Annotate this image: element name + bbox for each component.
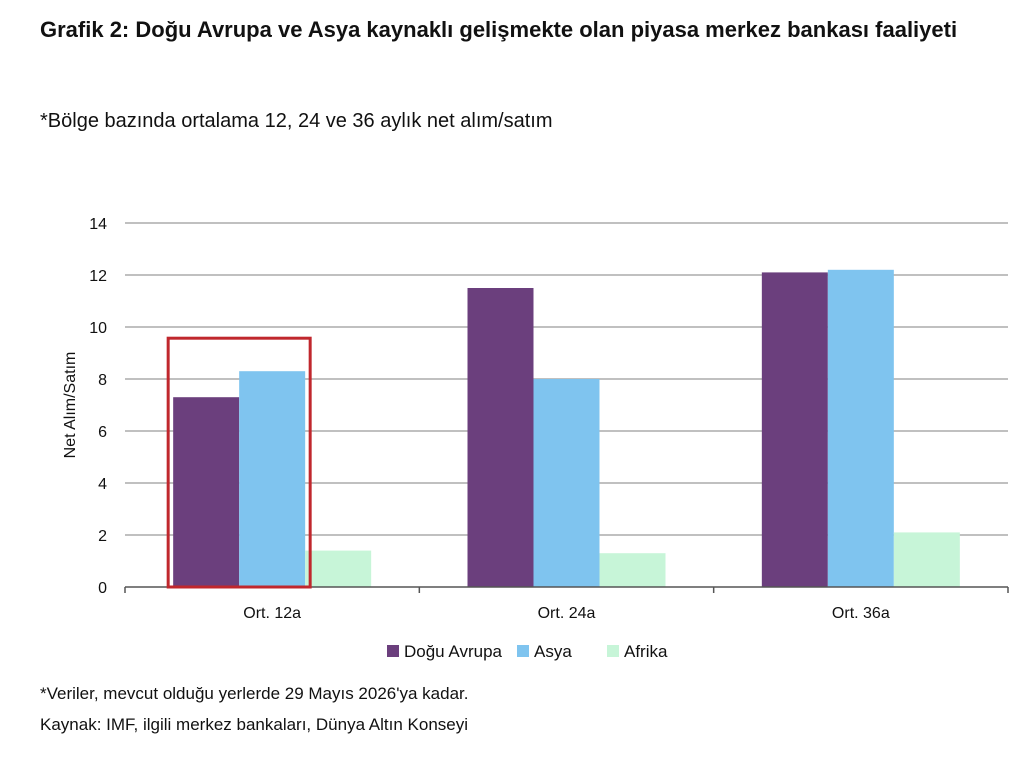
x-tick-label: Ort. 24a xyxy=(538,605,596,622)
y-tick-label: 0 xyxy=(98,580,107,597)
y-tick-label: 14 xyxy=(89,216,107,233)
bar xyxy=(827,269,894,587)
bar xyxy=(533,379,600,587)
bars xyxy=(173,269,960,587)
bar xyxy=(305,550,372,587)
chart-title: Grafik 2: Doğu Avrupa ve Asya kaynaklı g… xyxy=(40,17,958,42)
highlight-rectangle xyxy=(166,336,312,589)
source-note: Kaynak: IMF, ilgili merkez bankaları, Dü… xyxy=(40,715,469,734)
legend-swatch xyxy=(387,645,399,657)
legend-label: Afrika xyxy=(624,642,668,661)
y-tick-label: 2 xyxy=(98,528,107,545)
bar xyxy=(893,532,960,587)
legend-label: Asya xyxy=(534,642,572,661)
y-tick-labels: 0 2 4 6 8 10 12 14 xyxy=(89,216,107,597)
y-tick-label: 6 xyxy=(98,424,107,441)
bar xyxy=(761,272,828,587)
chart-subtitle: *Bölge bazında ortalama 12, 24 ve 36 ayl… xyxy=(40,110,553,132)
y-axis-label: Net Alım/Satım xyxy=(62,352,79,459)
legend-swatch xyxy=(517,645,529,657)
legend-label: Doğu Avrupa xyxy=(404,642,503,661)
bar xyxy=(467,288,534,587)
footnote: *Veriler, mevcut olduğu yerlerde 29 Mayı… xyxy=(40,684,469,703)
legend: Doğu Avrupa Asya Afrika xyxy=(387,642,668,661)
bar xyxy=(239,371,306,587)
bar xyxy=(173,397,240,587)
x-tick-label: Ort. 12a xyxy=(243,605,301,622)
highlight-box xyxy=(166,336,312,589)
y-tick-label: 4 xyxy=(98,476,107,493)
x-tick-label: Ort. 36a xyxy=(832,605,890,622)
y-tick-label: 8 xyxy=(98,372,107,389)
x-axis: Ort. 12a Ort. 24a Ort. 36a xyxy=(124,586,1009,622)
bar xyxy=(599,553,666,587)
y-tick-label: 10 xyxy=(89,320,107,337)
legend-swatch xyxy=(607,645,619,657)
y-tick-label: 12 xyxy=(89,268,107,285)
